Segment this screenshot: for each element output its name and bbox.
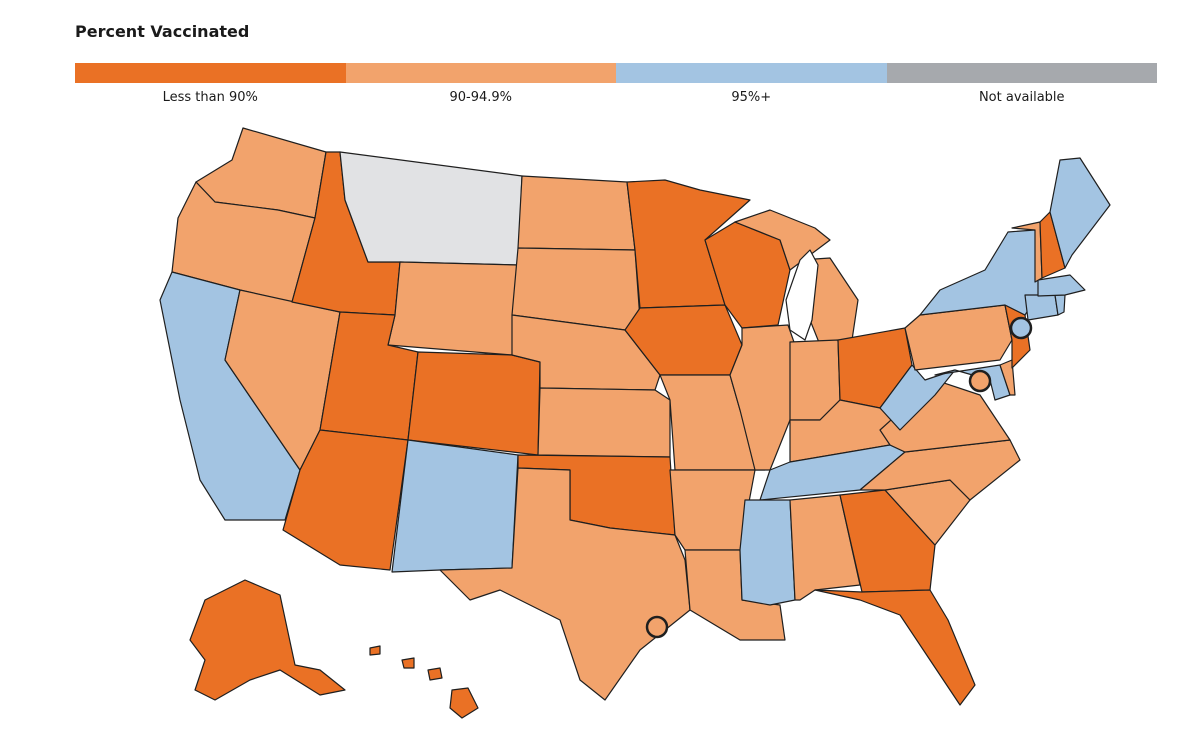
legend-label: Not available [978, 90, 1065, 105]
legend-item-90-94: 90-94.9% [345, 63, 616, 105]
state-ms [739, 499, 796, 606]
legend-swatch [345, 63, 616, 83]
state-nd [517, 175, 636, 251]
legend-label: Less than 90% [162, 90, 258, 105]
city-marker-washington-dc [968, 369, 992, 393]
state-vt [1011, 221, 1043, 283]
legend: Less than 90% 90-94.9% 95%+ Not availabl… [75, 63, 1157, 105]
legend-label: 90-94.9% [449, 90, 513, 105]
state-mt [339, 151, 523, 266]
state-fl [814, 589, 976, 706]
state-hi-maui [427, 667, 443, 681]
legend-item-95-plus: 95%+ [616, 63, 887, 105]
state-hi-big-island [449, 687, 479, 719]
legend-swatch [75, 63, 346, 83]
legend-item-not-available: Not available [886, 63, 1157, 105]
state-ma [1037, 274, 1086, 297]
legend-label: 95%+ [731, 90, 772, 105]
legend-swatch [616, 63, 887, 83]
state-me [1049, 157, 1111, 269]
state-co [407, 351, 541, 456]
lake-michigan [785, 249, 819, 341]
state-nm [391, 439, 519, 573]
state-ks [537, 387, 671, 458]
city-marker-houston [645, 615, 669, 639]
state-ga [839, 489, 936, 593]
state-hi-oahu [401, 657, 415, 669]
state-wy [387, 261, 519, 356]
state-il [729, 324, 796, 471]
state-hi-kauai [369, 645, 381, 656]
state-ct [1024, 294, 1059, 321]
legend-item-less-than-90: Less than 90% [75, 63, 346, 105]
legend-swatch [886, 63, 1157, 83]
map-title: Percent Vaccinated [75, 22, 250, 41]
state-ny [919, 229, 1041, 316]
city-marker-new-york [1009, 316, 1033, 340]
state-tx [439, 467, 691, 701]
state-de [999, 359, 1016, 396]
state-ak [189, 579, 346, 701]
